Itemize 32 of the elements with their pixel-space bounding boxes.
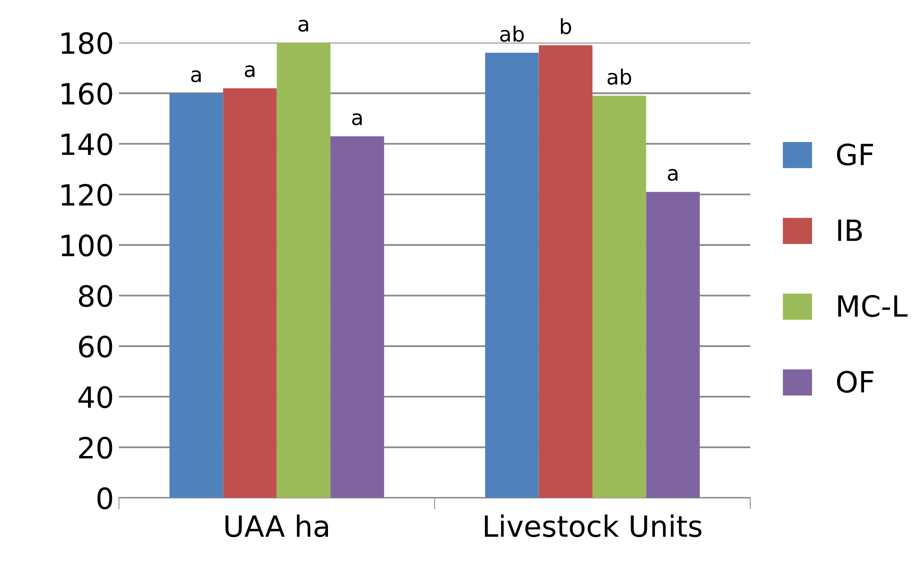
annotation: a: [668, 168, 678, 181]
y-tick-label: 0: [97, 487, 112, 510]
y-tick-label: 140: [62, 133, 112, 156]
y-tick-label: 180: [62, 32, 112, 54]
text: a: [298, 20, 308, 32]
bar: [223, 88, 277, 498]
legend-label: MC-L: [838, 295, 908, 318]
legend-label: GF: [837, 143, 874, 166]
bar: [485, 52, 539, 498]
x-tick-label: Livestock Units: [484, 514, 702, 538]
y-tick-label: 60: [79, 336, 112, 358]
y-tick-label: 160: [62, 82, 112, 105]
y-tick-label: 80: [78, 285, 112, 308]
x-tick-label: UAA ha: [225, 514, 328, 538]
annotation: a: [352, 113, 362, 126]
y-tick-label: 40: [78, 386, 112, 408]
legend-label: OF: [837, 370, 874, 393]
legend-label: IB: [838, 220, 862, 241]
y-tick-label: 100: [62, 234, 112, 256]
bar: [330, 136, 384, 498]
text: b: [560, 18, 572, 34]
bar: [592, 96, 646, 498]
bar: [646, 192, 700, 498]
annotation: a: [244, 65, 254, 78]
text: ab: [500, 26, 524, 42]
annotation: ab: [608, 68, 632, 85]
bar: [276, 42, 330, 498]
annotation: a: [191, 70, 201, 82]
bar: [169, 93, 224, 498]
bar: [538, 45, 592, 498]
y-tick-label: 120: [62, 184, 112, 206]
y-tick-label: 20: [79, 436, 112, 459]
